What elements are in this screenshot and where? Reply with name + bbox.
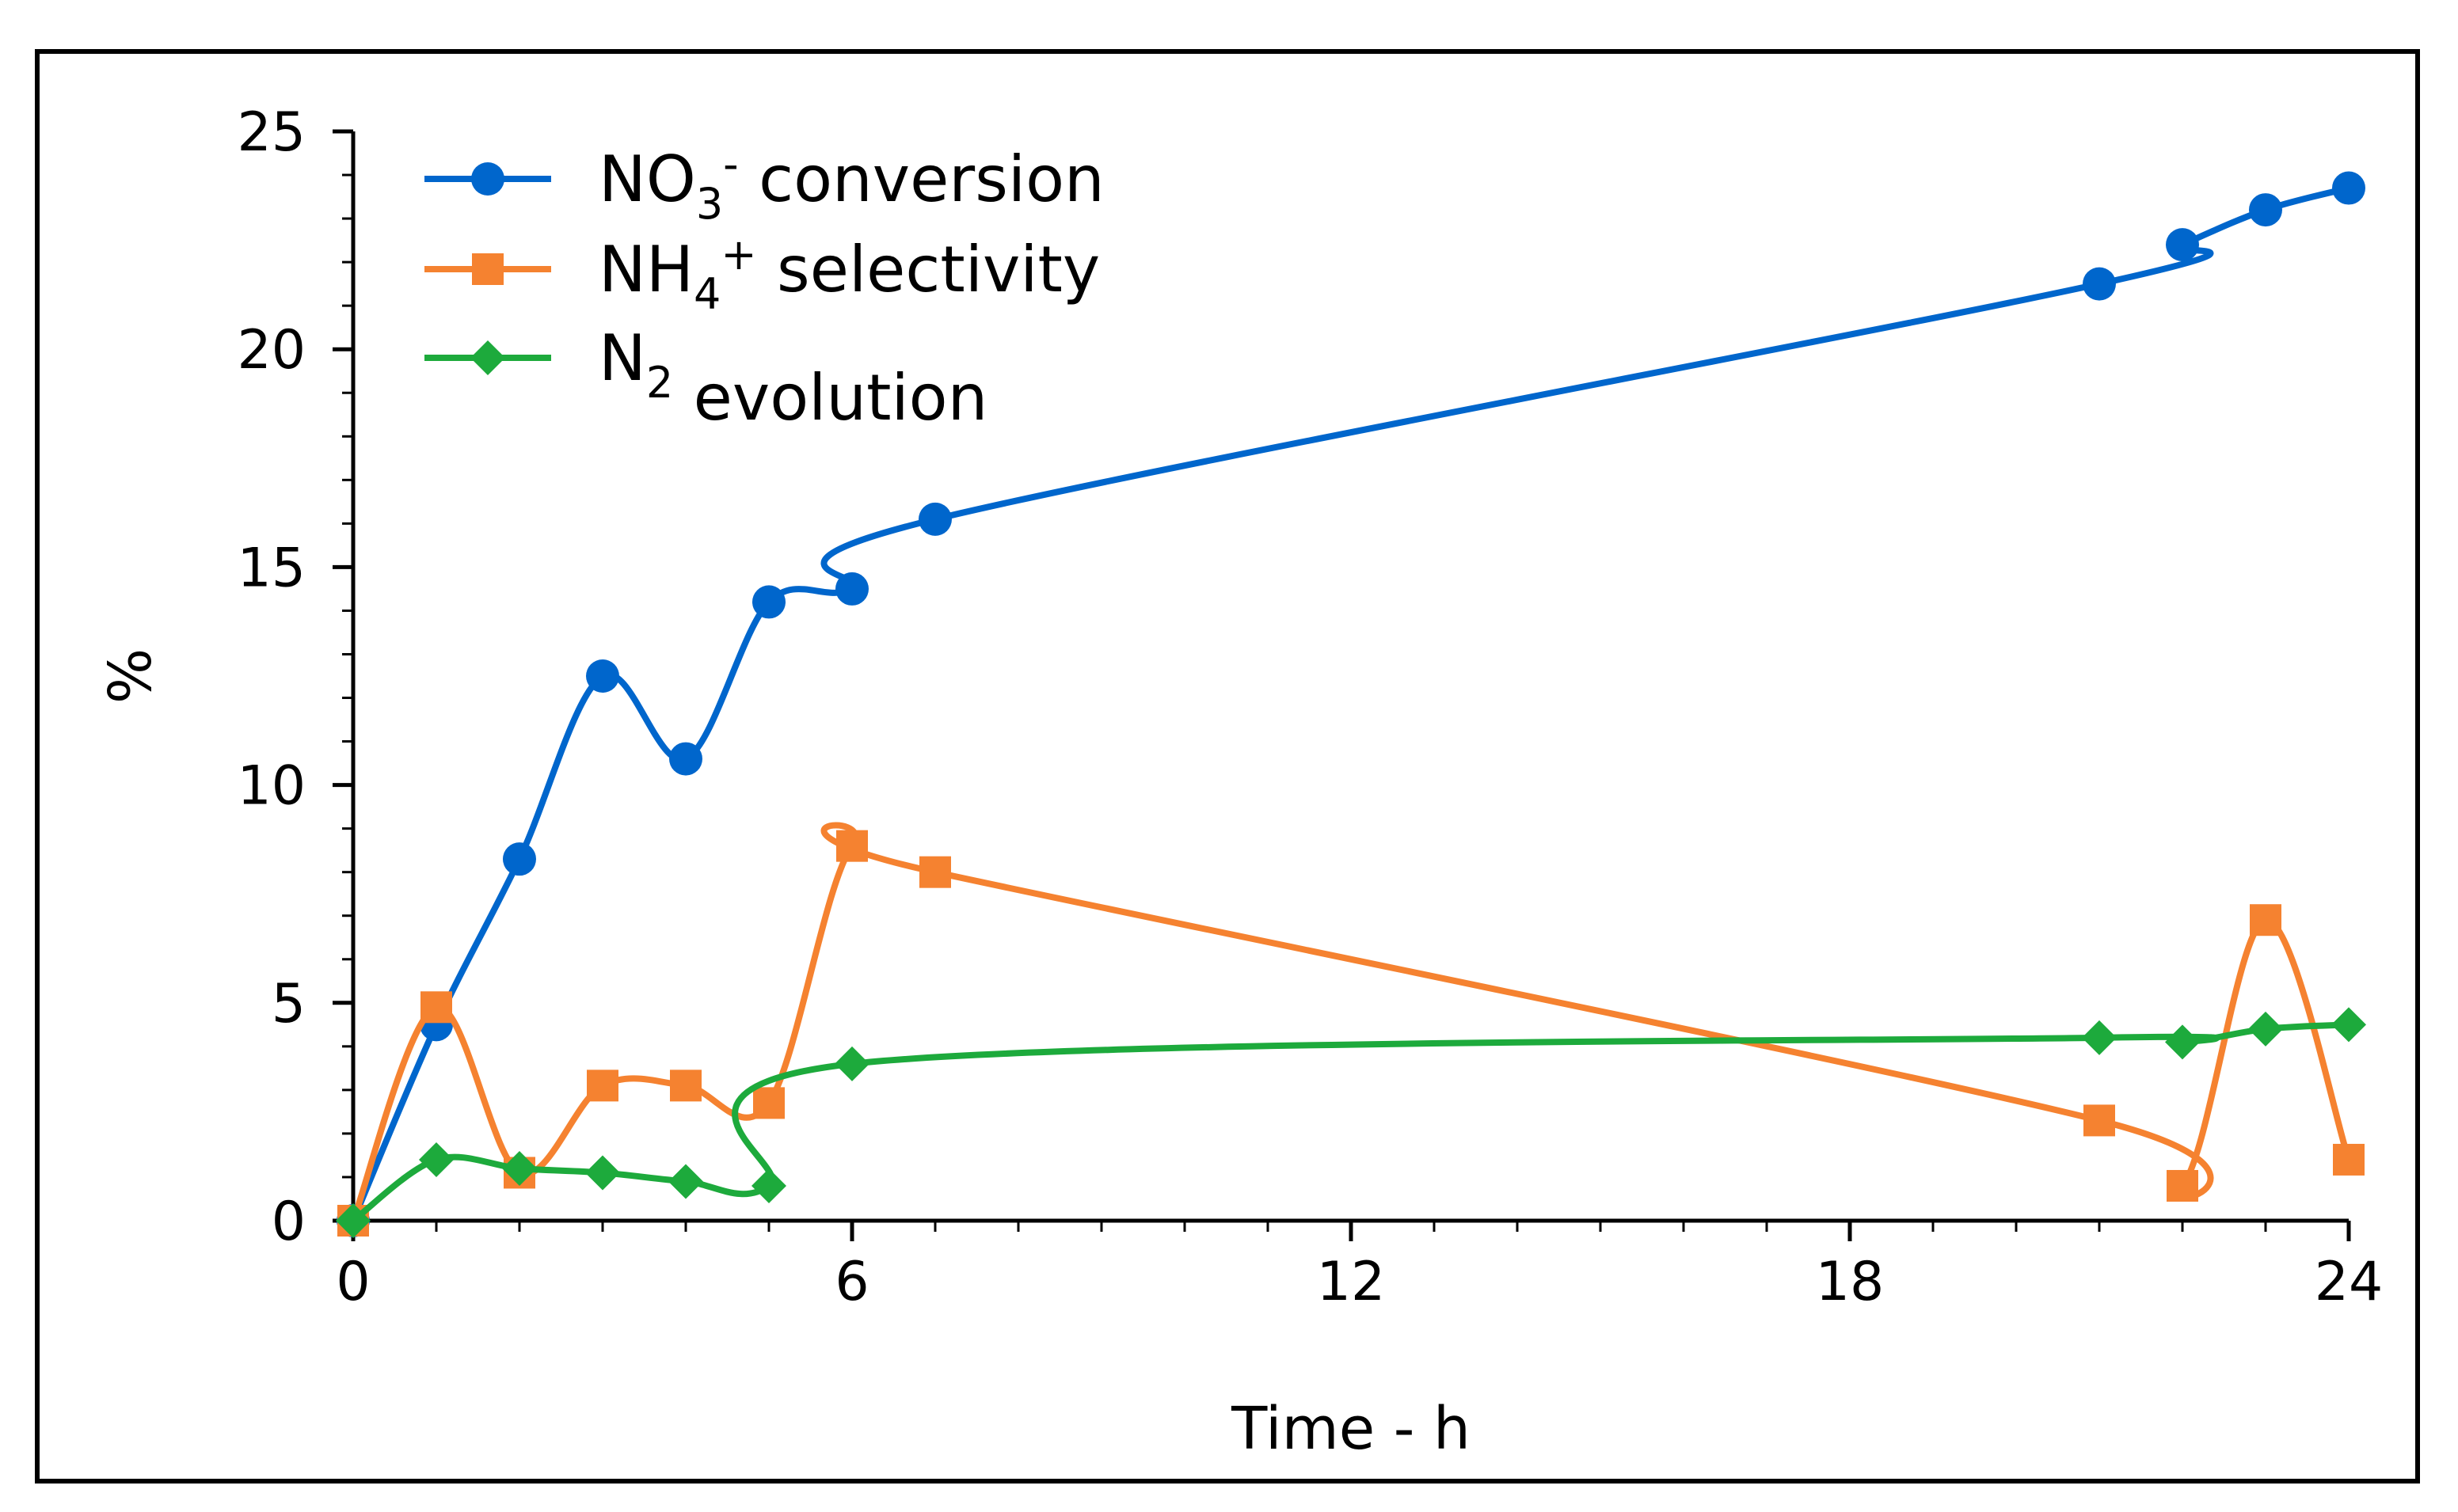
data-point-n2 [336, 1203, 371, 1238]
data-point-no3 [919, 502, 952, 536]
legend-text-sub: 2 [646, 358, 673, 408]
legend-text-rest: selectivity [757, 233, 1101, 306]
data-point-n2 [668, 1164, 703, 1199]
data-point-no3 [835, 572, 869, 606]
x-tick-label: 0 [336, 1251, 370, 1313]
legend-entry-no3: NO3- conversion [424, 139, 1105, 229]
data-point-nh4 [753, 1087, 785, 1119]
data-point-no3 [752, 585, 786, 619]
legend-text-sub: 3 [696, 179, 723, 229]
legend-text-sup: + [721, 230, 756, 279]
data-point-n2 [419, 1142, 454, 1177]
chart-frame [35, 49, 2420, 1484]
legend-label-nh4: NH4+ selectivity [599, 230, 1100, 319]
legend-text-sup: - [723, 139, 739, 189]
data-point-nh4 [670, 1069, 702, 1102]
data-point-nh4 [2083, 1104, 2115, 1137]
legend-text-rest: evolution [673, 361, 987, 435]
x-axis-label: Time - h [1231, 1395, 1471, 1463]
data-point-nh4 [420, 991, 452, 1024]
y-tick-label: 10 [237, 755, 306, 818]
axes: 0 5 10 15 20 25 0 6 12 18 24 [237, 101, 2383, 1313]
data-point-no3 [2166, 228, 2199, 262]
series-line-nh4 [350, 822, 2352, 1222]
legend-marker-no3 [471, 162, 504, 196]
data-point-n2 [502, 1150, 537, 1186]
series-line-no3 [350, 184, 2350, 1222]
data-point-nh4 [836, 830, 868, 862]
data-point-nh4 [587, 1069, 618, 1102]
x-tick-label: 6 [835, 1251, 869, 1313]
legend-text-base: N [599, 321, 646, 395]
legend-text-sub: 4 [694, 269, 721, 319]
y-tick-label: 25 [237, 101, 306, 164]
data-point-n2 [835, 1046, 869, 1081]
x-tick-label: 12 [1317, 1251, 1386, 1313]
data-point-nh4 [2333, 1143, 2365, 1176]
y-tick-label: 20 [237, 319, 306, 382]
data-point-no3 [2332, 171, 2365, 205]
series-line-n2 [351, 1021, 2350, 1224]
data-point-no3 [586, 659, 619, 693]
data-point-no3 [669, 742, 702, 776]
y-tick-label: 15 [237, 537, 306, 599]
legend-entry-n2: N2 evolution [424, 321, 987, 435]
legend-label-no3: NO3- conversion [599, 139, 1105, 229]
series-n2 [336, 1007, 2366, 1238]
data-point-nh4 [2167, 1169, 2198, 1202]
y-tick-label: 0 [272, 1191, 306, 1253]
legend-entry-nh4: NH4+ selectivity [424, 230, 1100, 319]
series-layer [336, 171, 2366, 1238]
y-axis-label: % [97, 648, 165, 704]
legend-marker-nh4 [472, 253, 504, 285]
data-point-no3 [503, 842, 536, 876]
data-point-n2 [2248, 1011, 2283, 1047]
data-point-n2 [585, 1155, 620, 1191]
legend-text-base: NO [599, 142, 696, 216]
data-point-no3 [2083, 267, 2116, 301]
data-point-no3 [2249, 193, 2282, 227]
legend-label-n2: N2 evolution [599, 321, 987, 435]
data-point-nh4 [919, 856, 951, 888]
x-tick-label: 24 [2315, 1251, 2384, 1313]
data-point-n2 [2331, 1007, 2366, 1043]
data-point-n2 [751, 1168, 786, 1203]
data-point-nh4 [2250, 904, 2281, 936]
data-point-n2 [2165, 1024, 2200, 1060]
y-tick-label: 5 [272, 973, 306, 1035]
data-point-n2 [2082, 1020, 2117, 1055]
legend-text-base: NH [599, 233, 694, 306]
legend-text-rest: conversion [739, 142, 1105, 216]
legend-marker-n2 [470, 340, 505, 375]
x-tick-label: 18 [1816, 1251, 1885, 1313]
